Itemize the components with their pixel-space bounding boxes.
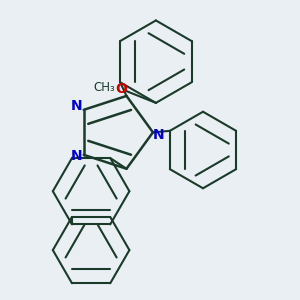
Text: CH₃: CH₃ [94,81,115,94]
Text: N: N [70,99,82,113]
Text: N: N [70,149,82,163]
Text: O: O [115,82,127,96]
Text: N: N [152,128,164,142]
